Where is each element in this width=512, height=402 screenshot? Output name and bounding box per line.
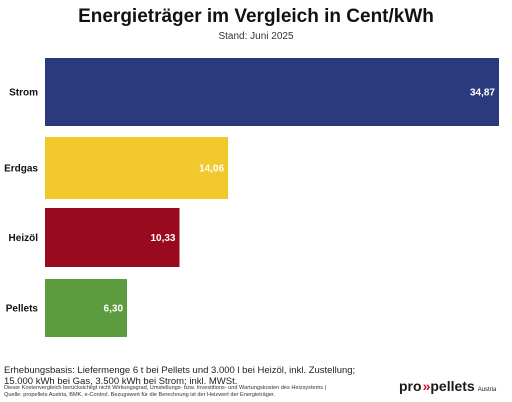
category-label-pellets: Pellets — [6, 304, 39, 315]
value-label-pellets: 6,30 — [104, 304, 124, 315]
value-label-erdgas: 14,06 — [199, 164, 224, 175]
logo-arrows-icon: » — [422, 378, 431, 394]
logo-word-pro: pro — [399, 378, 422, 394]
footer-note: Dieser Kostenvergleich berücksichtigt ni… — [4, 385, 384, 398]
category-label-heiz-l: Heizöl — [9, 233, 39, 244]
propellets-logo: pro» pellets Austria — [399, 378, 496, 394]
bar-erdgas — [45, 137, 229, 199]
footer-note-line1: Dieser Kostenvergleich berücksichtigt ni… — [4, 385, 327, 391]
bar-heiz-l — [45, 208, 180, 267]
bar-chart: Strom 34,87 Erdgas 14,06 Heizöl 10,33 Pellets 6… — [4, 58, 499, 337]
logo-word-pellets: pellets — [430, 378, 475, 394]
bar-strom — [45, 58, 499, 126]
value-label-strom: 34,87 — [470, 88, 495, 99]
category-label-erdgas: Erdgas — [4, 164, 38, 175]
logo-country: Austria — [477, 387, 497, 393]
footer-note-line2: Quelle: propellets Austria, BMK, e-Contr… — [4, 391, 276, 398]
bar-pellets — [45, 279, 128, 337]
footer-basis: Erhebungsbasis: Liefermenge 6 t bei Pell… — [4, 365, 356, 387]
chart-title: Energieträger im Vergleich in Cent/kWh — [78, 6, 434, 27]
category-label-strom: Strom — [9, 88, 38, 99]
value-label-heiz-l: 10,33 — [150, 233, 175, 244]
chart-subtitle: Stand: Juni 2025 — [218, 31, 294, 42]
